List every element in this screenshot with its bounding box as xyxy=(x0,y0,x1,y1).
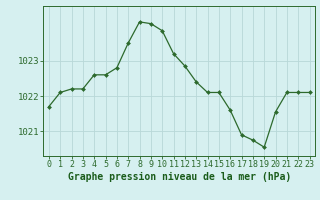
X-axis label: Graphe pression niveau de la mer (hPa): Graphe pression niveau de la mer (hPa) xyxy=(68,172,291,182)
